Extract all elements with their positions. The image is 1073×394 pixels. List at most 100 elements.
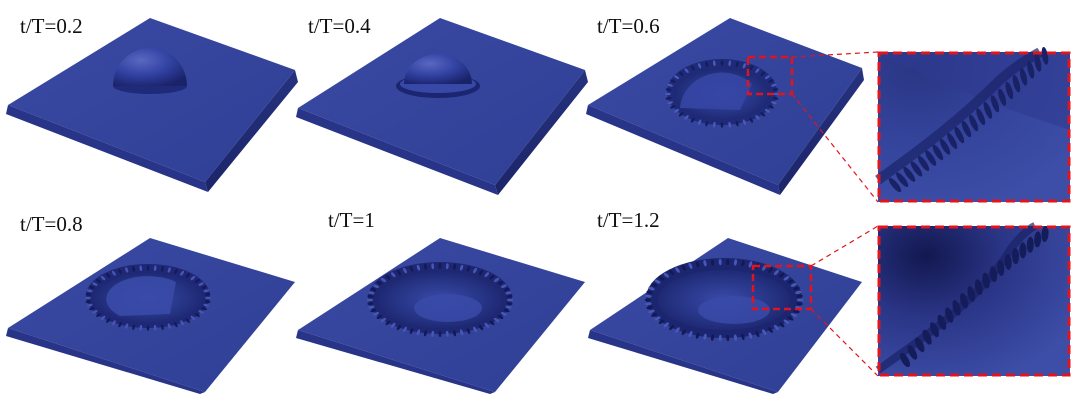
crown-finger (648, 286, 655, 291)
crown-finger (669, 324, 675, 331)
crown-finger (651, 283, 658, 287)
crown-finger (665, 88, 672, 91)
crown-finger (118, 268, 122, 275)
crown-finger (438, 330, 442, 338)
crown-finger (644, 298, 652, 302)
crown-finger (180, 320, 185, 326)
crown-finger (89, 307, 95, 311)
zoom-finger (910, 161, 923, 177)
crown-finger (431, 330, 435, 337)
zoom-finger (959, 293, 968, 309)
crown-finger (733, 259, 738, 266)
crown-finger (741, 333, 745, 341)
crown-finger (473, 267, 477, 274)
crown-finger (675, 267, 680, 273)
zoom-finger (967, 286, 976, 302)
crown-finger (100, 315, 106, 321)
crown-finger (684, 115, 689, 120)
crown-finger (416, 329, 421, 336)
zoom-finger (1012, 248, 1020, 265)
crown-finger (705, 120, 709, 127)
zoom-fingers-1 (888, 46, 1049, 193)
droplet-2 (404, 54, 472, 84)
crown-finger (779, 272, 785, 278)
frame-label-1: t/T=0.2 (20, 14, 83, 38)
crown-finger (501, 284, 507, 288)
crown-finger (665, 92, 671, 96)
crown-finger (764, 75, 770, 80)
crown-finger (146, 325, 150, 331)
zoom-finger (982, 272, 990, 289)
crown-finger (167, 267, 171, 273)
crown-finger (712, 121, 716, 128)
zoom-finger (925, 150, 937, 166)
crown-finger (670, 79, 676, 83)
crown-finger (718, 258, 722, 266)
crown-finger (783, 276, 790, 281)
crown-finger (111, 320, 116, 326)
crown-finger (684, 68, 689, 73)
crown-finger (396, 269, 402, 276)
crown-finger (790, 313, 797, 317)
crown-finger (506, 294, 513, 298)
crown-finger (459, 264, 464, 271)
crown-finger (760, 71, 766, 76)
crown-finger (768, 267, 773, 273)
crown-finger (370, 308, 377, 313)
zoom-finger (1034, 231, 1042, 248)
crown-finger (459, 329, 464, 336)
crown-finger (770, 101, 777, 105)
crown-finger (132, 324, 136, 330)
crown-finger (768, 105, 774, 109)
plate-2 (296, 18, 588, 195)
crown-finger (506, 302, 513, 306)
zoom-finger (1012, 74, 1021, 93)
crown-finger (174, 268, 178, 275)
crown-finger (670, 105, 676, 109)
crown-finger (190, 275, 196, 281)
crown-finger (645, 294, 652, 298)
crown-finger (484, 272, 490, 278)
crown-finger (710, 259, 715, 266)
crown-finger (497, 281, 504, 285)
zoom-finger (896, 172, 909, 187)
crown-finger (688, 331, 693, 338)
crown-finger (118, 321, 122, 328)
crown-finger (160, 266, 164, 272)
crown-finger (665, 97, 672, 100)
zoom-finger (888, 177, 902, 193)
crown-finger (473, 326, 477, 333)
crown-finger (728, 60, 732, 67)
crown-finger (438, 262, 442, 270)
crown-finger (646, 305, 653, 310)
frame-label-2: t/T=0.4 (308, 14, 371, 38)
crown-finger (203, 289, 210, 293)
crown-finger (760, 112, 766, 117)
zoom-finger (961, 120, 972, 138)
crown-finger (376, 281, 383, 285)
zoom-finger (976, 108, 986, 126)
zoom-finger (903, 166, 916, 182)
zoom-finger (915, 337, 925, 353)
zoom-finger (1019, 68, 1028, 86)
crown-finger (390, 322, 396, 328)
frame-label-3: t/T=0.6 (597, 14, 660, 38)
zoom-finger (930, 322, 939, 338)
crown-finger (201, 285, 207, 289)
crown-finger (688, 262, 693, 269)
crown-finger (728, 121, 732, 128)
crown-finger (690, 117, 695, 123)
crown-finger (674, 108, 680, 113)
crown-finger (712, 60, 716, 67)
crown-finger (85, 293, 92, 296)
crown-finger (658, 276, 665, 281)
zoom-source-box-1 (746, 55, 794, 96)
crown-fingers-4 (85, 265, 211, 331)
crown-finger (106, 318, 111, 323)
crown-finger (96, 313, 102, 317)
crown-finger (796, 298, 804, 302)
crown-finger (503, 308, 510, 313)
zoom-finger (1005, 81, 1014, 100)
